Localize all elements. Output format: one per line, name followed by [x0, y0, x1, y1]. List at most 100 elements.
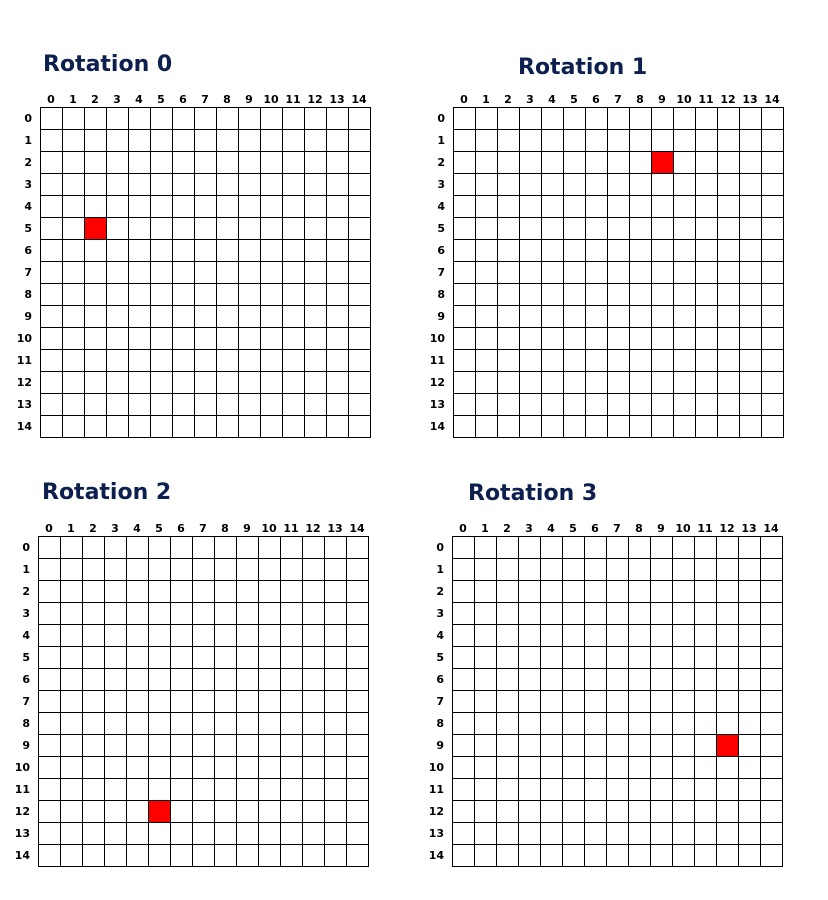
grid-cell [39, 845, 61, 867]
grid-cell [608, 372, 630, 394]
grid-cell [237, 581, 259, 603]
grid-cell [41, 174, 63, 196]
grid-cell [519, 713, 541, 735]
grid-cell [215, 823, 237, 845]
grid-cell [171, 713, 193, 735]
grid-cell [105, 823, 127, 845]
column-label: 2 [89, 522, 97, 535]
grid-cell [173, 306, 195, 328]
grid-cell [281, 801, 303, 823]
grid-cell [261, 218, 283, 240]
row-label: 12 [428, 805, 444, 818]
column-label: 10 [261, 522, 277, 535]
grid-cell [127, 537, 149, 559]
grid-cell [239, 328, 261, 350]
grid-cell [454, 350, 476, 372]
grid-cell [476, 152, 498, 174]
grid-cell [519, 845, 541, 867]
grid-cell [652, 350, 674, 372]
grid-cell [85, 262, 107, 284]
row-label: 8 [22, 717, 30, 730]
grid-cell [327, 306, 349, 328]
grid-cell [149, 757, 171, 779]
grid-cell [39, 559, 61, 581]
grid-cell [261, 328, 283, 350]
grid-cell [695, 845, 717, 867]
grid-cell [696, 328, 718, 350]
grid-cell [239, 372, 261, 394]
grid-cell [520, 108, 542, 130]
column-label: 6 [177, 522, 185, 535]
grid-cell [739, 845, 761, 867]
row-label: 4 [437, 200, 445, 213]
grid-cell [237, 801, 259, 823]
grid-cell [739, 801, 761, 823]
grid-cell [696, 372, 718, 394]
grid-cell [475, 559, 497, 581]
grid-cell [564, 108, 586, 130]
grid-cell [105, 713, 127, 735]
grid-cell [740, 152, 762, 174]
grid-cell [195, 350, 217, 372]
grid-cell [195, 262, 217, 284]
grid-cell [739, 779, 761, 801]
grid-cell [563, 779, 585, 801]
grid-cell [564, 328, 586, 350]
grid-cell [85, 240, 107, 262]
row-label: 0 [22, 541, 30, 554]
grid-cell [303, 757, 325, 779]
grid-cell [740, 218, 762, 240]
grid-cell [237, 757, 259, 779]
row-label: 7 [436, 695, 444, 708]
grid-cell [585, 581, 607, 603]
column-label: 12 [719, 522, 735, 535]
grid-cell [695, 669, 717, 691]
grid-cell [215, 845, 237, 867]
grid-cell [217, 240, 239, 262]
grid-cell [239, 130, 261, 152]
column-label: 9 [243, 522, 251, 535]
grid-cell [453, 537, 475, 559]
grid-cell [674, 130, 696, 152]
grid-cell [305, 284, 327, 306]
grid-cell [237, 779, 259, 801]
grid-cell [41, 306, 63, 328]
column-label: 0 [45, 522, 53, 535]
row-label: 10 [429, 332, 445, 345]
grid-cell [541, 669, 563, 691]
grid-cell [718, 350, 740, 372]
grid-cell [149, 625, 171, 647]
grid-cell [85, 174, 107, 196]
grid-cell [630, 394, 652, 416]
grid-cell [453, 559, 475, 581]
grid-cell [739, 735, 761, 757]
grid-cell [564, 306, 586, 328]
grid-cell [283, 130, 305, 152]
grid-cell [695, 559, 717, 581]
grid-cell [239, 416, 261, 438]
grid-cell [674, 394, 696, 416]
grid-cell [586, 240, 608, 262]
grid-cell [762, 306, 784, 328]
grid-cell [41, 262, 63, 284]
grid-cell [498, 108, 520, 130]
grid-cell [305, 372, 327, 394]
row-label: 9 [24, 310, 32, 323]
grid-cell [453, 801, 475, 823]
grid-cell [563, 801, 585, 823]
grid-cell [325, 581, 347, 603]
row-label: 2 [437, 156, 445, 169]
row-label: 1 [436, 563, 444, 576]
grid-cell [217, 284, 239, 306]
grid-cell [541, 537, 563, 559]
grid-cell [259, 603, 281, 625]
grid-cell [739, 581, 761, 603]
grid-cell [585, 625, 607, 647]
grid-cell [349, 108, 371, 130]
grid-cell [740, 262, 762, 284]
grid-cell [739, 823, 761, 845]
grid-cell [327, 350, 349, 372]
grid-cell [673, 559, 695, 581]
grid-cell [151, 196, 173, 218]
grid-cell [127, 845, 149, 867]
